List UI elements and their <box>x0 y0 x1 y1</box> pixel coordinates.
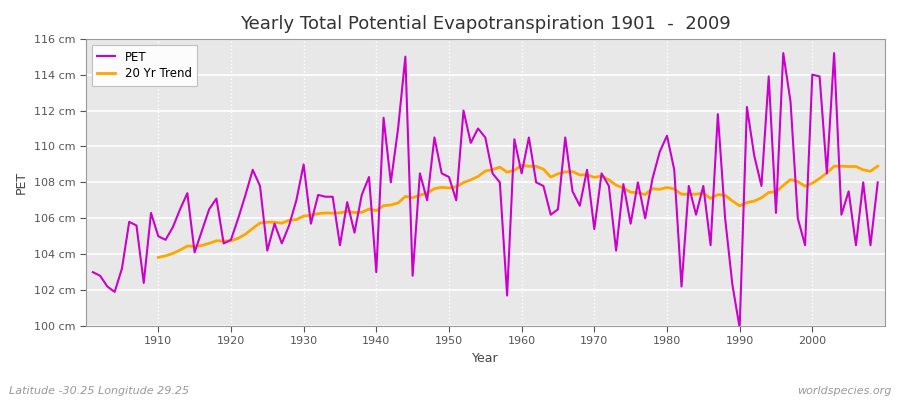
20 Yr Trend <box>291 217 302 222</box>
Line: PET: PET <box>93 53 878 328</box>
Line: 20 Yr Trend: 20 Yr Trend <box>158 165 877 258</box>
PET <box>778 51 788 56</box>
20 Yr Trend <box>531 164 542 169</box>
PET <box>305 221 316 226</box>
20 Yr Trend <box>589 175 599 180</box>
PET <box>734 326 745 330</box>
20 Yr Trend <box>872 164 883 168</box>
Legend: PET, 20 Yr Trend: PET, 20 Yr Trend <box>92 45 197 86</box>
PET <box>509 137 520 142</box>
Y-axis label: PET: PET <box>15 171 28 194</box>
PET <box>517 171 527 176</box>
PET <box>603 184 614 188</box>
20 Yr Trend <box>153 255 164 260</box>
PET <box>872 180 883 185</box>
PET <box>87 270 98 274</box>
Text: worldspecies.org: worldspecies.org <box>796 386 891 396</box>
Title: Yearly Total Potential Evapotranspiration 1901  -  2009: Yearly Total Potential Evapotranspiratio… <box>240 15 731 33</box>
X-axis label: Year: Year <box>472 352 499 365</box>
20 Yr Trend <box>320 210 331 215</box>
20 Yr Trend <box>517 163 527 168</box>
20 Yr Trend <box>843 164 854 169</box>
PET <box>349 230 360 235</box>
Text: Latitude -30.25 Longitude 29.25: Latitude -30.25 Longitude 29.25 <box>9 386 189 396</box>
20 Yr Trend <box>822 170 832 175</box>
PET <box>146 210 157 215</box>
